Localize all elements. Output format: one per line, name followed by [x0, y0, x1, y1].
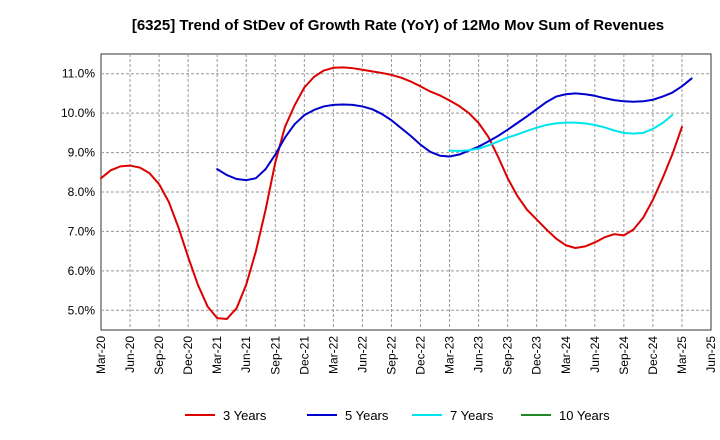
- x-tick-label: Sep-22: [384, 336, 398, 375]
- x-tick-label: Sep-20: [152, 336, 166, 375]
- legend-label-10-years: 10 Years: [559, 408, 610, 423]
- x-tick-label: Mar-20: [94, 336, 108, 374]
- x-tick-label: Dec-24: [646, 336, 660, 375]
- x-tick-label: Mar-24: [559, 336, 573, 374]
- y-tick-label: 6.0%: [68, 264, 96, 278]
- legend-label-7-years: 7 Years: [450, 408, 494, 423]
- y-tick-label: 7.0%: [68, 224, 96, 238]
- x-tick-label: Mar-22: [326, 336, 340, 374]
- x-tick-label: Mar-23: [443, 336, 457, 374]
- series-line-3-years: [100, 66, 683, 320]
- x-tick-label: Jun-21: [239, 336, 253, 373]
- x-tick-label: Dec-23: [530, 336, 544, 375]
- x-tick-label: Mar-21: [210, 336, 224, 374]
- y-tick-label: 10.0%: [61, 106, 95, 120]
- x-tick-label: Dec-21: [297, 336, 311, 375]
- x-tick-label: Sep-23: [501, 336, 515, 375]
- y-tick-label: 5.0%: [68, 303, 96, 317]
- x-tick-label: Jun-22: [355, 336, 369, 373]
- series-line-5-years: [216, 77, 693, 182]
- chart-title: [6325] Trend of StDev of Growth Rate (Yo…: [132, 17, 664, 34]
- legend-label-3-years: 3 Years: [223, 408, 267, 423]
- x-tick-label: Mar-25: [675, 336, 689, 374]
- series-line-7-years: [448, 114, 674, 152]
- x-tick-label: Jun-25: [704, 336, 718, 373]
- x-tick-label: Jun-23: [472, 336, 486, 373]
- grid-lines: [101, 54, 711, 330]
- x-tick-label: Sep-24: [617, 336, 631, 375]
- x-tick-label: Sep-21: [268, 336, 282, 375]
- y-tick-label: 8.0%: [68, 185, 96, 199]
- y-tick-label: 9.0%: [68, 146, 96, 160]
- y-axis-tick-labels: 5.0% 6.0% 7.0% 8.0% 9.0% 10.0% 11.0%: [61, 67, 95, 318]
- legend: 3 Years 5 Years 7 Years 10 Years: [185, 408, 610, 423]
- y-tick-label: 11.0%: [62, 67, 95, 81]
- legend-label-5-years: 5 Years: [345, 408, 389, 423]
- x-tick-label: Dec-22: [414, 336, 428, 375]
- x-tick-label: Jun-20: [123, 336, 137, 373]
- x-tick-label: Jun-24: [588, 336, 602, 373]
- series-lines: [100, 66, 693, 320]
- x-axis-tick-labels: Mar-20 Jun-20 Sep-20 Dec-20 Mar-21 Jun-21 Sep-…: [94, 336, 718, 375]
- x-tick-label: Dec-20: [181, 336, 195, 375]
